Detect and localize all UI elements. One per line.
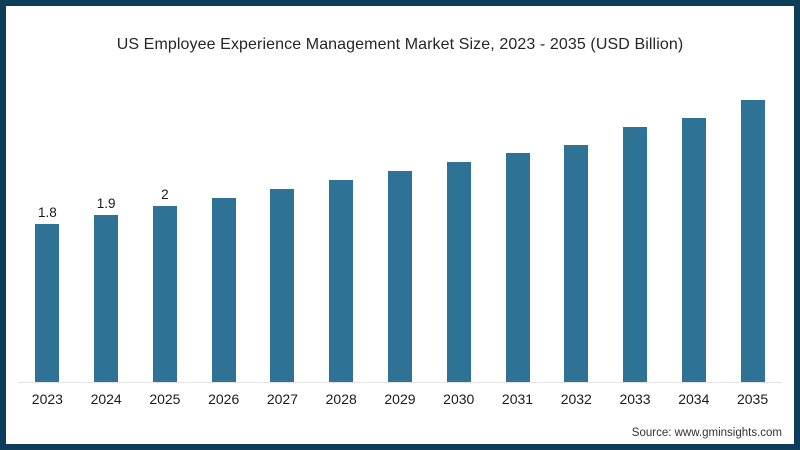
bar-2035 (740, 100, 765, 383)
x-tick-label-2023: 2023 (31, 391, 63, 407)
bar-slot-2024: 1.9 (77, 65, 136, 383)
bar-slot-2027 (253, 65, 312, 383)
bar-2026 (211, 197, 236, 383)
bar-slot-2034 (664, 65, 723, 383)
bar-2030 (446, 162, 471, 383)
x-tick-label-2033: 2033 (619, 391, 651, 407)
bar-2033 (623, 126, 648, 383)
bar-2034 (681, 118, 706, 383)
x-axis-baseline (18, 382, 782, 383)
plot-area: 1.8 1.9 2 (18, 65, 782, 383)
x-tick-label-2030: 2030 (443, 391, 475, 407)
bar-2025 (152, 206, 177, 383)
bar-2028 (329, 179, 354, 383)
x-axis: 2023 2024 2025 2026 2027 2028 2029 2030 2031 2032… (18, 391, 782, 407)
x-tick-label-2031: 2031 (501, 391, 534, 407)
x-tick-label-2029: 2029 (384, 391, 416, 407)
x-tick-label-2027: 2027 (266, 391, 299, 407)
bar-value-label-2024: 1.9 (96, 195, 116, 211)
bar-2023 (35, 224, 60, 383)
bar-2031 (505, 153, 530, 383)
bar-slot-2032 (547, 65, 606, 383)
x-tick-label-2025: 2025 (149, 391, 181, 407)
x-tick-label-2032: 2032 (560, 391, 592, 407)
x-tick-label-2026: 2026 (208, 391, 240, 407)
bar-2032 (564, 144, 589, 383)
bar-slot-2028 (312, 65, 371, 383)
bar-slot-2035 (723, 65, 782, 383)
bar-value-label-2025: 2 (161, 186, 169, 202)
bar-slot-2029 (371, 65, 430, 383)
bar-value-label-2023: 1.8 (37, 204, 57, 220)
bar-slot-2030 (429, 65, 488, 383)
source-credit: Source: www.gminsights.com (631, 427, 782, 439)
x-tick-label-2035: 2035 (736, 391, 769, 407)
bar-2024 (94, 215, 119, 383)
bar-slot-2031 (488, 65, 547, 383)
bar-2027 (270, 188, 295, 383)
bar-slot-2033 (606, 65, 665, 383)
bar-2029 (387, 171, 412, 383)
x-tick-label-2024: 2024 (90, 391, 122, 407)
bar-slot-2025: 2 (136, 65, 195, 383)
bar-slot-2023: 1.8 (18, 65, 77, 383)
x-tick-label-2034: 2034 (678, 391, 710, 407)
bar-slot-2026 (194, 65, 253, 383)
x-tick-label-2028: 2028 (325, 391, 357, 407)
chart-title: US Employee Experience Management Market… (116, 36, 684, 53)
